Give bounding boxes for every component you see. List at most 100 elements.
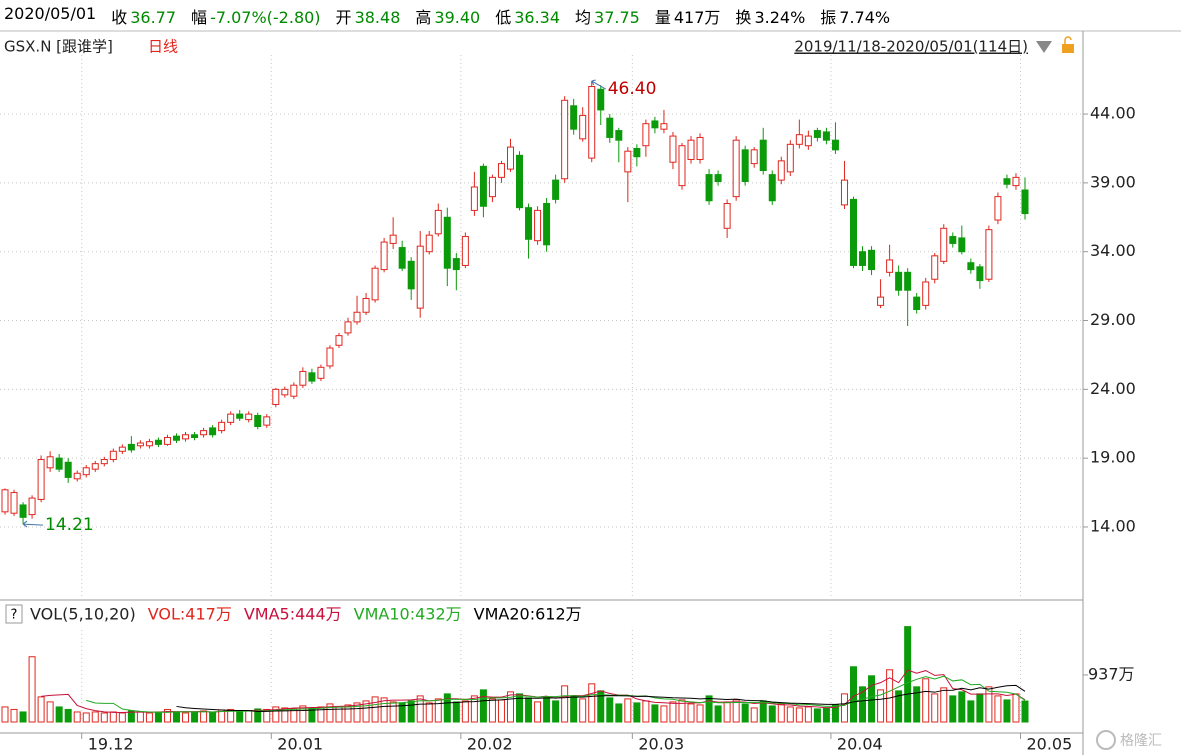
x-tick-label: 19.12 <box>88 735 134 754</box>
candle-body <box>723 203 731 229</box>
candle-body <box>516 154 524 209</box>
volume-bar <box>19 711 27 723</box>
field-value: 38.48 <box>354 8 401 27</box>
volume-bar <box>543 696 551 723</box>
volume-bar <box>389 701 397 723</box>
candle-body <box>100 459 108 465</box>
volume-bar <box>669 701 677 723</box>
y-tick-label: 19.00 <box>1090 448 1136 467</box>
field-value: 39.40 <box>434 8 481 27</box>
candle-body <box>163 437 171 445</box>
candle-body <box>82 467 90 476</box>
volume-bar <box>28 656 36 723</box>
field-label: 换 <box>735 8 752 27</box>
y-tick-label: 24.00 <box>1090 379 1136 398</box>
candle-body <box>868 249 876 271</box>
field-label: 收 <box>111 8 128 27</box>
candle-body <box>380 241 388 271</box>
candle-body <box>344 321 352 334</box>
volume-bar <box>958 691 966 723</box>
volume-bar <box>1021 700 1029 723</box>
range-dropdown[interactable] <box>1036 41 1052 53</box>
volume-bar <box>272 706 280 723</box>
symbol: GSX.N [跟谁学] <box>4 38 113 56</box>
candle-body <box>91 463 99 470</box>
field-value: 417万 <box>673 8 721 27</box>
volume-bar <box>786 706 794 723</box>
candle-body <box>136 442 144 447</box>
candle-body <box>1 489 9 513</box>
quote-field: 振 7.74% <box>820 4 893 28</box>
candle-body <box>389 234 397 244</box>
candle-body <box>976 266 984 282</box>
y-tick-label: 29.00 <box>1090 310 1136 329</box>
quote-header: 2020/05/01 收 36.77 幅 -7.07%(-2.80) 开 38.48 高 39.… <box>4 4 893 28</box>
volume-bar <box>642 700 650 723</box>
volume-bar <box>200 710 208 723</box>
volume-bar <box>651 704 659 723</box>
volume-bar <box>877 689 885 723</box>
volume-bar <box>245 710 253 723</box>
candle-body <box>642 123 650 147</box>
candle-body <box>859 251 867 266</box>
candle-body <box>200 430 208 436</box>
candle-body <box>768 174 776 202</box>
candle-body <box>660 123 668 130</box>
volume-bar <box>443 693 451 723</box>
volume-bar <box>588 683 596 723</box>
candle-body <box>570 105 578 130</box>
quote-date: 2020/05/01 <box>4 4 97 23</box>
volume-bar <box>886 669 894 723</box>
candle-body <box>831 139 839 151</box>
volume-bar <box>100 712 108 723</box>
volume-bar <box>940 687 948 723</box>
candle-body <box>488 176 496 198</box>
volume-bar <box>822 707 830 723</box>
candle-body <box>263 416 271 426</box>
candle-body <box>335 335 343 346</box>
candle-body <box>913 296 921 311</box>
candle-body <box>461 236 469 266</box>
volume-bar <box>922 678 930 723</box>
candle-body <box>958 237 966 253</box>
candle-body <box>849 198 857 266</box>
lock-icon[interactable] <box>1062 36 1074 53</box>
candle-body <box>407 260 415 290</box>
volume-bar <box>994 695 1002 723</box>
volume-bar <box>615 703 623 723</box>
low-label: 14.21 <box>45 515 94 535</box>
volume-bar <box>1003 699 1011 723</box>
candle-body <box>245 413 253 421</box>
volume-bar <box>416 695 424 723</box>
quote-field: 量 417万 <box>655 4 724 28</box>
candle-body <box>822 131 830 141</box>
legend-entry: VMA5:444万 <box>244 605 342 624</box>
field-value: 3.24% <box>754 8 806 27</box>
field-label: 量 <box>654 8 671 27</box>
period[interactable]: 日线 <box>148 38 178 56</box>
help-box[interactable] <box>5 604 23 624</box>
volume-bar <box>687 703 695 723</box>
candle-body <box>967 262 975 271</box>
volume-bar <box>191 711 199 723</box>
candle-body <box>182 434 190 440</box>
y-tick-label: 14.00 <box>1090 516 1136 535</box>
volume-bar <box>552 700 560 723</box>
candle-body <box>552 179 560 200</box>
field-value: 36.77 <box>130 8 177 27</box>
candle-body <box>543 203 551 246</box>
volume-bar <box>506 691 514 723</box>
volume-bar <box>534 701 542 723</box>
volume-bar <box>777 703 785 723</box>
candle-body <box>173 435 181 441</box>
candle-body <box>705 174 713 202</box>
date-range[interactable]: 2019/11/18-2020/05/01(114日) <box>794 38 1028 56</box>
candle-body <box>227 413 235 423</box>
candle-body <box>940 227 948 262</box>
candle-body <box>10 492 18 514</box>
help-text[interactable]: ? <box>11 608 18 623</box>
legend-entry: VMA10:432万 <box>354 605 462 624</box>
field-label: 开 <box>335 8 352 27</box>
volume-bar <box>633 702 641 723</box>
